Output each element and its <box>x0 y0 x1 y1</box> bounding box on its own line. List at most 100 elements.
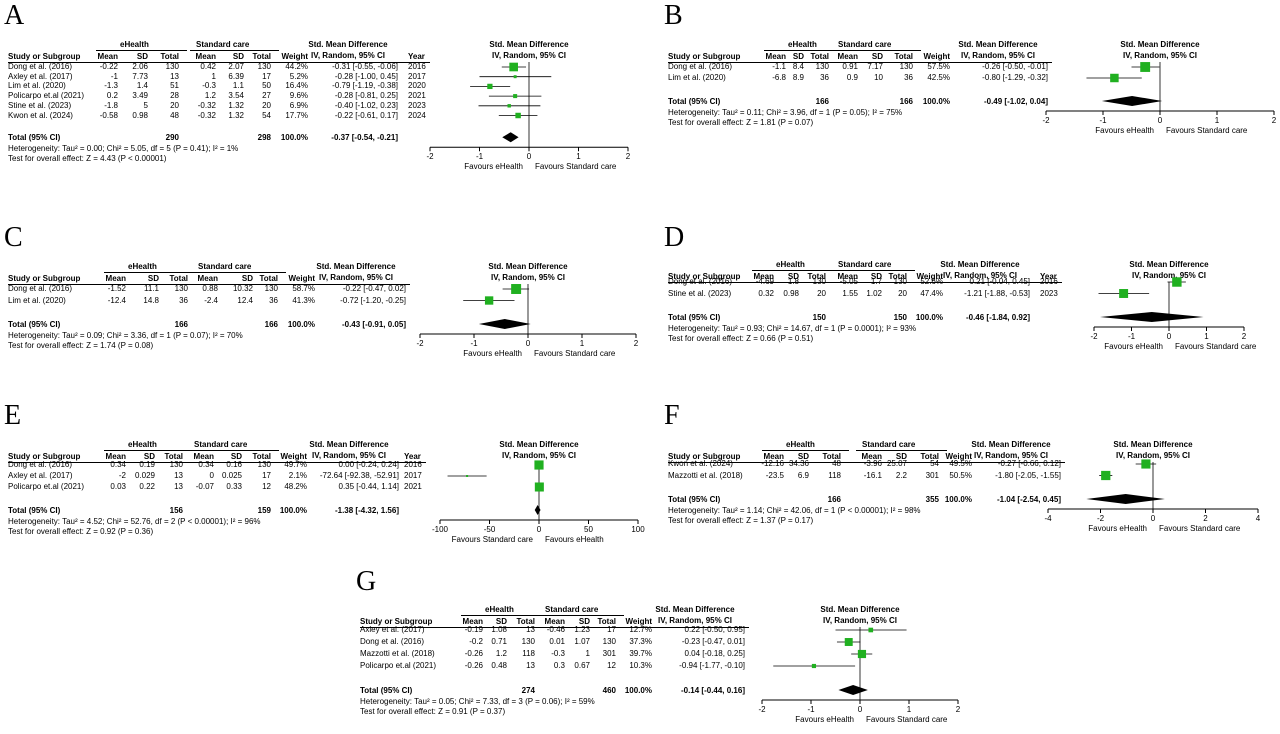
study-m1-value: -0.58 <box>99 110 118 120</box>
table-header-rule <box>8 62 430 63</box>
study-m1-value: -1.1 <box>772 62 786 71</box>
panel-label: F <box>664 400 680 431</box>
study-n2-value: 12 <box>607 661 616 670</box>
x-tick-label: 2 <box>956 705 961 714</box>
study-effect-marker <box>466 475 469 477</box>
favours-left-label: Favours Standard care <box>452 535 534 544</box>
study-name: Policarpo et.al (2021) <box>8 91 85 101</box>
study-sd2-value: 10 <box>874 73 883 82</box>
study-sd2-value: 1.23 <box>574 625 590 634</box>
total-ci-value: -1.38 [-4.32, 1.56] <box>334 506 399 515</box>
effect-method-header: IV, Random, 95% CI <box>974 451 1048 460</box>
study-name: Dong et al. (2016) <box>8 460 73 469</box>
study-ci-value: -0.94 [-1.77, -0.10] <box>679 661 745 670</box>
table-header-rule <box>668 282 1062 283</box>
group-header-ehealth: eHealth <box>128 440 157 449</box>
forest-plot: -2 -1 0 1 2 Favours eHealth Favours Standard c… <box>1042 62 1277 135</box>
study-sd1-value: 0.029 <box>134 471 155 480</box>
study-effect-marker <box>1140 62 1151 72</box>
study-weight-value: 49.7% <box>284 460 307 469</box>
x-tick-label: 0 <box>526 339 531 348</box>
study-m1-value: -0.26 <box>464 649 483 658</box>
total-label: Total (95% CI) <box>8 320 61 329</box>
study-name: Dong et al. (2016) <box>8 284 73 293</box>
panel-label: D <box>664 222 685 253</box>
study-m1-value: -23.5 <box>765 470 784 480</box>
study-m1-value: -6.8 <box>772 73 786 82</box>
study-name: Lim et al. (2020) <box>8 81 66 91</box>
study-n2-value: 17 <box>262 71 271 81</box>
study-n1-value: 36 <box>820 73 829 82</box>
group-underline <box>461 615 543 616</box>
study-sd2-value: 10.32 <box>232 284 253 293</box>
group-header-ehealth: eHealth <box>776 260 805 269</box>
study-name: Dong et al. (2016) <box>8 62 73 71</box>
sd-column-header: SD <box>230 452 242 461</box>
study-year: 2017 <box>404 471 422 480</box>
study-ci-value: -0.28 [-1.00, 0.45] <box>334 71 398 81</box>
total-ci-value: -0.14 [-0.44, 0.16] <box>680 686 745 695</box>
study-sd1-value: 34.36 <box>788 459 809 468</box>
sd-column-header: SD <box>895 452 907 461</box>
study-m2-value: 0.42 <box>200 62 216 71</box>
table-header-rule <box>360 627 749 628</box>
study-n1-value: 13 <box>526 661 535 670</box>
study-m1-value: -12.16 <box>761 459 784 468</box>
plot-header: Std. Mean Difference <box>1129 260 1209 269</box>
total-n2-value: 460 <box>602 686 616 695</box>
x-tick-label: 50 <box>584 525 593 534</box>
total-column-header: Total <box>252 452 271 461</box>
study-ci-value: -0.26 [-0.50, -0.01] <box>982 62 1048 71</box>
study-sd2-value: 2.2 <box>895 470 907 480</box>
study-sd1-value: 5 <box>143 100 148 110</box>
study-n2-value: 36 <box>904 73 913 82</box>
study-sd2-value: 1.02 <box>866 288 882 298</box>
total-weight-value: 100.0% <box>624 686 652 695</box>
overall-effect-text: Test for overall effect: Z = 1.81 (P = 0… <box>668 118 814 127</box>
favours-right-label: Favours eHealth <box>545 535 604 544</box>
study-sd2-value: 25.07 <box>886 459 907 468</box>
sd-column-header: SD <box>136 52 148 61</box>
total-n1-value: 166 <box>815 97 829 106</box>
study-sd1-value: 1.8 <box>787 277 799 286</box>
total-column-header: Total <box>160 52 179 61</box>
total-ci-value: -0.37 [-0.54, -0.21] <box>331 133 398 143</box>
study-m2-value: 0 <box>209 471 214 480</box>
panel-label: G <box>356 566 377 597</box>
study-name: Axley et al. (2017) <box>8 471 73 480</box>
pooled-effect-diamond <box>838 685 868 695</box>
total-ci-value: -0.49 [-1.02, 0.04] <box>983 97 1048 106</box>
study-sd2-value: 7.17 <box>867 62 883 71</box>
sd-column-header: SD <box>495 617 507 626</box>
x-tick-label: -2 <box>758 705 766 714</box>
study-effect-marker <box>1101 470 1111 481</box>
study-name: Dong et al. (2016) <box>668 277 733 286</box>
total-label: Total (95% CI) <box>668 313 721 322</box>
year-column-header: Year <box>404 452 421 461</box>
total-n2-value: 355 <box>925 495 939 504</box>
study-m1-value: -0.2 <box>469 637 483 646</box>
study-m1-value: -1.8 <box>104 100 118 110</box>
study-effect-marker <box>1172 277 1182 287</box>
study-n2-value: 17 <box>607 625 616 634</box>
total-n1-value: 290 <box>165 133 179 143</box>
effect-header: Std. Mean Difference <box>316 262 396 271</box>
forest-plot: -2 -1 0 1 2 Favours eHealth Favours Standard c… <box>1090 277 1257 351</box>
study-m2-value: 1 <box>211 71 216 81</box>
study-effect-marker <box>487 83 493 90</box>
total-n1-value: 166 <box>827 495 841 504</box>
x-tick-label: 2 <box>626 152 631 161</box>
x-tick-label: 0 <box>1167 332 1172 341</box>
x-tick-label: -100 <box>432 525 449 534</box>
total-weight-value: 100.0% <box>279 506 307 515</box>
study-ci-value: -72.64 [-92.38, -52.91] <box>319 471 399 480</box>
study-m2-value: -0.07 <box>195 482 214 491</box>
study-weight-value: 16.4% <box>285 81 308 91</box>
study-n2-value: 54 <box>930 459 939 468</box>
study-sd1-value: 3.49 <box>132 91 148 101</box>
study-ci-value: -0.79 [-1.19, -0.38] <box>332 81 398 91</box>
study-n1-value: 130 <box>169 460 183 469</box>
x-tick-label: -2 <box>1042 116 1050 125</box>
study-sd2-value: 12.4 <box>237 295 253 305</box>
study-column-header: Study or Subgroup <box>8 274 81 283</box>
